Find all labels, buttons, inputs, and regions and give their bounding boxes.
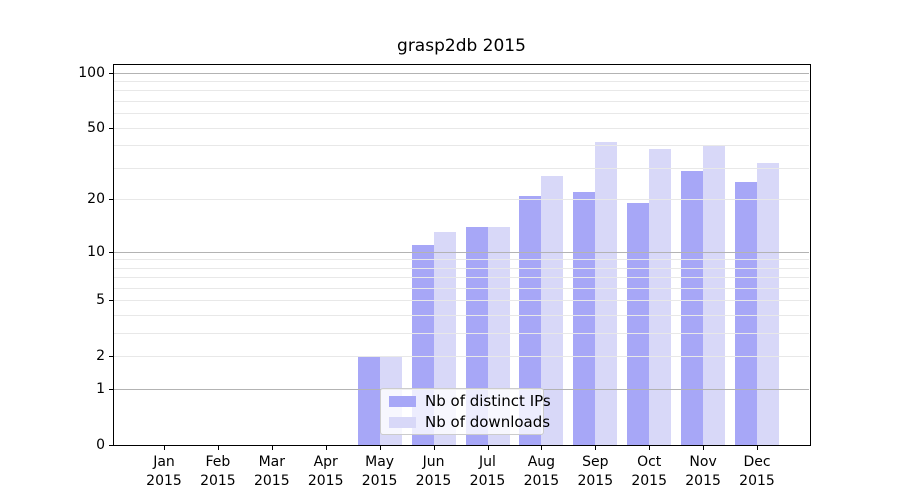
gridline-minor <box>114 145 809 147</box>
gridline-minor <box>114 356 809 358</box>
x-tick-mark <box>541 446 543 450</box>
bar-nb-of-distinct-ips-aug <box>519 195 542 445</box>
bar-nb-of-downloads-dec <box>757 162 779 445</box>
bar-nb-of-distinct-ips-dec <box>735 182 757 445</box>
x-tick-label: Feb 2015 <box>200 454 236 489</box>
y-tick-label: 5 <box>96 292 105 309</box>
x-tick-label: Jan 2015 <box>146 454 182 489</box>
y-tick-label: 0 <box>96 437 105 453</box>
y-tick-label: 1 <box>96 381 105 398</box>
y-tick-label: 10 <box>87 243 105 260</box>
gridline-minor <box>114 199 809 201</box>
bar-nb-of-downloads-nov <box>703 145 726 445</box>
x-tick-label: Sep 2015 <box>577 454 614 489</box>
gridline-major <box>114 72 809 74</box>
legend-label-distinct-ips: Nb of distinct IPs <box>425 392 551 410</box>
gridline-minor <box>114 333 809 335</box>
y-tick-mark <box>109 127 113 129</box>
bar-nb-of-downloads-sep <box>595 141 618 445</box>
x-tick-label: Jul 2015 <box>469 454 506 489</box>
gridline-major <box>114 251 809 253</box>
y-tick-mark <box>109 389 113 391</box>
legend: Nb of distinct IPs Nb of downloads <box>380 388 551 435</box>
x-tick-mark <box>325 446 327 450</box>
legend-label-downloads: Nb of downloads <box>425 413 551 431</box>
y-tick-mark <box>109 300 113 302</box>
x-tick-mark <box>757 446 758 450</box>
bar-nb-of-distinct-ips-sep <box>573 192 596 445</box>
bar-nb-of-distinct-ips-oct <box>627 203 650 445</box>
x-tick-mark <box>164 446 165 450</box>
legend-item-downloads: Nb of downloads <box>389 413 550 431</box>
bar-nb-of-distinct-ips-nov <box>681 170 704 445</box>
gridline-minor <box>114 167 809 169</box>
legend-item-distinct-ips: Nb of distinct IPs <box>389 392 551 410</box>
chart-title: grasp2db 2015 <box>397 36 526 56</box>
gridline-minor <box>114 259 809 261</box>
gridline-minor <box>114 315 809 317</box>
bar-nb-of-downloads-oct <box>649 149 672 445</box>
gridline-minor <box>114 267 809 269</box>
x-tick-label: Oct 2015 <box>631 454 667 489</box>
x-tick-label: Mar 2015 <box>253 454 290 489</box>
y-tick-label: 20 <box>87 191 105 208</box>
bar-nb-of-downloads-aug <box>541 176 564 445</box>
y-tick-label: 100 <box>78 64 105 81</box>
y-tick-mark <box>109 356 113 358</box>
gridline-minor <box>114 300 809 302</box>
gridline-minor <box>114 288 809 289</box>
gridline-minor <box>114 81 809 82</box>
x-tick-label: Dec 2015 <box>739 454 775 489</box>
x-tick-label: Jun 2015 <box>415 454 452 489</box>
x-tick-mark <box>649 446 651 450</box>
x-tick-label: Nov 2015 <box>685 454 721 489</box>
y-tick-label: 2 <box>96 348 105 365</box>
y-tick-mark <box>109 199 113 201</box>
gridline-minor <box>114 127 809 129</box>
gridline-minor <box>114 90 809 92</box>
x-tick-label: May 2015 <box>361 454 398 489</box>
x-tick-mark <box>595 446 597 450</box>
x-tick-mark <box>379 446 381 450</box>
x-tick-mark <box>271 446 273 450</box>
y-tick-mark <box>109 251 113 253</box>
x-tick-mark <box>487 446 489 450</box>
y-tick-mark <box>109 445 113 446</box>
y-tick-mark <box>109 72 113 74</box>
x-tick-label: Apr 2015 <box>307 454 344 489</box>
x-tick-mark <box>217 446 219 450</box>
gridline-minor <box>114 113 809 115</box>
x-tick-mark <box>703 446 705 450</box>
legend-swatch-distinct-ips <box>389 395 416 407</box>
gridline-minor <box>114 277 809 279</box>
bar-nb-of-distinct-ips-may <box>357 356 380 445</box>
y-tick-label: 50 <box>87 119 105 136</box>
legend-swatch-downloads <box>389 416 416 428</box>
gridline-minor <box>114 101 809 103</box>
x-tick-label: Aug 2015 <box>523 454 560 489</box>
x-tick-mark <box>433 446 435 450</box>
